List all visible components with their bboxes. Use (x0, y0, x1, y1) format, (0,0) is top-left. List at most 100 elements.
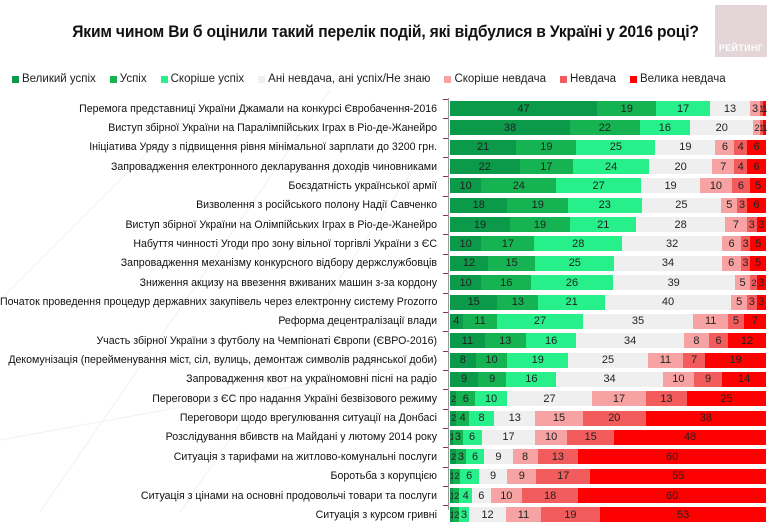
data-label: 3 (742, 257, 749, 270)
axis-tick (443, 505, 448, 507)
bar-segment: 3 (456, 449, 466, 465)
axis-tick (443, 118, 448, 120)
bar-segment: 2 (753, 120, 760, 136)
legend-item-great-success: Великий успіх (12, 73, 96, 85)
bar-segment: 3 (747, 294, 757, 310)
bar-segment: 6 (456, 391, 476, 407)
data-label: 2 (454, 490, 459, 501)
data-label: 19 (620, 102, 633, 115)
bar-segment: 5 (731, 294, 748, 310)
bar-segment: 4 (450, 313, 463, 329)
legend-item-failure: Невдача (560, 73, 616, 85)
data-label: 3 (454, 431, 461, 444)
legend-swatch (258, 75, 266, 83)
data-label: 15 (552, 412, 566, 425)
legend-label: Великий успіх (22, 73, 96, 85)
axis-tick (443, 447, 448, 449)
bar-segment: 6 (746, 197, 766, 213)
data-label: 6 (721, 141, 728, 154)
bar-segment: 14 (722, 371, 766, 387)
bar-segment: 17 (481, 429, 536, 445)
bar-segment: 6 (462, 429, 482, 445)
bar-segment: 20 (649, 159, 713, 175)
data-label: 5 (726, 199, 733, 212)
bar-segment: 1 (449, 488, 455, 503)
bar-segment: 19 (655, 139, 716, 155)
data-label: 5 (736, 296, 743, 308)
rating-logo: РЕЙТИНГ (715, 5, 767, 57)
data-label: 17 (676, 102, 690, 115)
category-label: Участь збірної України з футболу на Чемп… (96, 334, 437, 347)
bar-segment: 10 (700, 178, 732, 194)
legend-swatch (109, 75, 117, 83)
data-label: 19 (473, 218, 487, 231)
bar-segment: 13 (709, 101, 751, 116)
bar-segment: 19 (640, 178, 701, 194)
axis-tick (443, 486, 448, 487)
data-label: 2 (454, 509, 459, 520)
bar-segment: 26 (531, 275, 613, 291)
bar-segment: 3 (459, 507, 469, 523)
axis-tick (443, 369, 448, 371)
bar-segment: 4 (459, 488, 472, 503)
chart-legend: Великий успіх Успіх Скоріше успіх Ані не… (12, 71, 771, 87)
data-label: 12 (740, 334, 754, 347)
data-label: 32 (666, 237, 679, 250)
axis-tick (443, 253, 448, 255)
bar-segment: 13 (497, 294, 539, 310)
bar-segment: 2 (450, 449, 457, 465)
data-label: 38 (503, 121, 517, 134)
bar-segment: 4 (734, 159, 748, 175)
bar-segment: 60 (578, 488, 766, 503)
bar-segment: 10 (662, 371, 695, 387)
data-label: 40 (661, 296, 675, 308)
bar-segment: 12 (468, 507, 507, 523)
data-label: 17 (557, 470, 570, 483)
bar-segment: 19 (516, 139, 577, 155)
bar-segment: 34 (614, 255, 722, 271)
data-label: 1 (449, 471, 455, 482)
data-label: 3 (748, 218, 755, 231)
data-label: 1 (759, 103, 764, 114)
bar-segment: 12 (728, 333, 766, 349)
bar-segment: 48 (614, 429, 766, 445)
bar-segment: 19 (507, 352, 569, 368)
data-label: 6 (715, 334, 722, 347)
data-label: 25 (568, 257, 581, 270)
bar-segment: 9 (694, 371, 723, 387)
bar-segment: 38 (645, 410, 766, 426)
data-label: 16 (658, 121, 671, 134)
bar-segment: 22 (450, 159, 520, 175)
bar-segment: 3 (740, 236, 751, 252)
data-label: 2 (754, 122, 760, 133)
data-label: 3 (758, 218, 765, 231)
data-label: 15 (505, 257, 518, 270)
data-label: 53 (676, 508, 690, 521)
data-label: 1 (759, 122, 764, 133)
bar-segment: 7 (743, 313, 766, 329)
bar-segment: 3 (750, 101, 760, 116)
data-label: 23 (598, 199, 611, 212)
data-label: 7 (751, 315, 758, 328)
data-label: 3 (738, 199, 746, 212)
category-label: Початок проведення процедур державних за… (0, 296, 438, 308)
bar-segment: 27 (497, 313, 583, 329)
data-label: 60 (666, 489, 679, 502)
data-label: 11 (659, 354, 672, 367)
data-label: 14 (737, 373, 751, 386)
axis-tick (443, 273, 448, 275)
data-label: 3 (758, 296, 765, 308)
data-label: 13 (511, 296, 525, 308)
bar-segment: 1 (450, 429, 455, 445)
data-label: 17 (612, 392, 626, 405)
data-label: 27 (543, 392, 556, 405)
bar-segment: 2 (453, 488, 460, 503)
data-label: 1 (449, 490, 455, 501)
data-label: 28 (572, 237, 585, 250)
data-label: 6 (471, 450, 479, 463)
data-label: 3 (758, 276, 765, 289)
data-label: 6 (753, 160, 760, 173)
data-label: 9 (518, 470, 525, 483)
data-label: 19 (564, 508, 577, 521)
bar-segment: 6 (747, 159, 766, 175)
